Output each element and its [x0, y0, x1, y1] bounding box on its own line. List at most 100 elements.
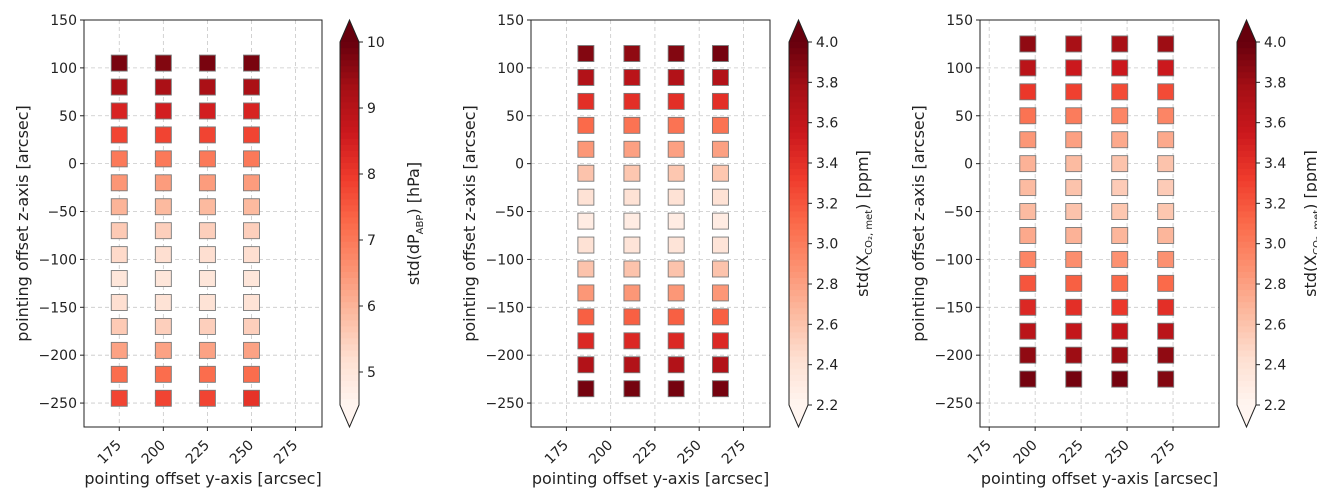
colorbar-segment: [1237, 90, 1256, 98]
colorbar-segment: [1237, 247, 1256, 255]
x-tick-label: 200: [586, 437, 616, 467]
colorbar-segment: [1237, 265, 1256, 273]
colorbar-segment: [1237, 368, 1256, 376]
colorbar-segment: [1237, 187, 1256, 194]
colorbar-tick-label: 4.0: [1264, 35, 1286, 51]
heatmap-cell: [243, 174, 260, 192]
colorbar-segment: [340, 54, 359, 61]
y-tick-label: −50: [943, 205, 973, 221]
heatmap-cell: [577, 308, 595, 326]
colorbar-segment: [1237, 199, 1256, 206]
colorbar-segment: [789, 181, 808, 188]
colorbar-segment: [340, 223, 359, 231]
colorbar-segment: [340, 144, 359, 152]
heatmap-cell: [711, 45, 729, 62]
heatmap-cell: [243, 150, 260, 168]
heatmap-cell: [667, 380, 685, 398]
colorbar-segment: [789, 42, 808, 49]
plot-frame: [979, 19, 1220, 428]
heatmap-cell: [243, 317, 260, 335]
y-axis-label: pointing offset z-axis [arcsec]: [13, 105, 32, 342]
colorbar-segment: [340, 193, 359, 200]
colorbar-tick-label: 2.2: [816, 398, 838, 414]
colorbar-segment: [1237, 205, 1256, 212]
heatmap-cell: [1111, 274, 1129, 292]
heatmap-cell: [198, 198, 216, 216]
heatmap-cell: [667, 308, 685, 326]
colorbar-segment: [340, 362, 359, 370]
colorbar-label-suffix: ) [ppm]: [1301, 150, 1317, 210]
heatmap-cell: [577, 332, 595, 350]
heatmap-cell: [243, 270, 260, 288]
heatmap-cell: [1111, 107, 1129, 125]
heatmap-cell: [577, 188, 595, 206]
x-tick-label: 250: [227, 437, 257, 467]
colorbar-segment: [789, 368, 808, 376]
heatmap-cell: [243, 365, 260, 383]
colorbar-segment: [789, 78, 808, 85]
colorbar-label-subscript: CO₂, met: [1312, 210, 1317, 255]
colorbar-segment: [340, 374, 359, 382]
colorbar-segment: [789, 314, 808, 321]
colorbar-segment: [789, 241, 808, 249]
colorbar-segment: [789, 380, 808, 388]
heatmap-cell: [1157, 59, 1175, 77]
heatmap-cell: [711, 116, 729, 134]
heatmap-cell: [623, 140, 641, 158]
heatmap-cell: [667, 140, 685, 158]
colorbar-label: std(XCO₂, met) [ppm]: [1301, 150, 1317, 297]
colorbar-tick-label: 2.6: [1264, 317, 1286, 333]
colorbar-segment: [789, 290, 808, 297]
heatmap-cell: [667, 45, 685, 62]
heatmap-cell: [577, 212, 595, 230]
colorbar-segment: [340, 271, 359, 279]
x-tick-label: 225: [1057, 437, 1087, 467]
colorbar-segment: [340, 290, 359, 297]
colorbar-segment: [789, 108, 808, 116]
heatmap-cell: [1065, 59, 1083, 77]
heatmap-cell: [711, 236, 729, 254]
colorbar-segment: [789, 302, 808, 309]
heatmap-cell: [154, 54, 172, 72]
heatmap-cell: [243, 389, 260, 407]
colorbar-segment: [340, 114, 359, 122]
heatmap-cell: [198, 317, 216, 335]
colorbar-segment: [340, 150, 359, 158]
x-axis-label: pointing offset y-axis [arcsec]: [84, 469, 321, 488]
colorbar-segment: [340, 380, 359, 388]
heatmap-cell: [1157, 203, 1175, 220]
colorbar-segment: [340, 253, 359, 261]
heatmap-cell: [1065, 227, 1083, 244]
colorbar-segment: [340, 356, 359, 364]
heatmap-cell: [154, 246, 172, 264]
colorbar-segment: [789, 223, 808, 231]
colorbar-segment: [1237, 108, 1256, 116]
colorbar-tick-label: 3.8: [816, 75, 838, 91]
colorbar-tick-label: 2.2: [1264, 398, 1286, 414]
colorbar-segment: [1237, 320, 1256, 327]
colorbar-segment: [789, 48, 808, 55]
x-tick-label: 225: [630, 437, 660, 467]
colorbar-segment: [340, 66, 359, 73]
y-tick-label: 50: [955, 109, 973, 125]
colorbar-segment: [1237, 120, 1256, 128]
colorbar-label-suffix: ) [hPa]: [404, 162, 423, 215]
heatmap-cell: [1157, 274, 1175, 292]
heatmap-cell: [198, 365, 216, 383]
y-tick-label: 150: [497, 13, 524, 29]
colorbar-segment: [340, 181, 359, 188]
colorbar-segment: [1237, 259, 1256, 267]
colorbar-label-subscript: ABP: [415, 215, 426, 235]
heatmap-cell: [1157, 227, 1175, 244]
colorbar-segment: [789, 163, 808, 170]
x-tick-label: 175: [95, 437, 125, 467]
x-tick-label: 200: [1011, 437, 1041, 467]
colorbar-segment: [1237, 42, 1256, 49]
heatmap-cell: [1065, 370, 1083, 388]
x-tick-label: 175: [965, 437, 995, 467]
heatmap-cell: [1019, 370, 1037, 388]
heatmap-cell: [1111, 59, 1129, 77]
colorbar-segment: [340, 60, 359, 67]
heatmap-cell: [1111, 179, 1129, 197]
heatmap-cell: [623, 380, 641, 398]
